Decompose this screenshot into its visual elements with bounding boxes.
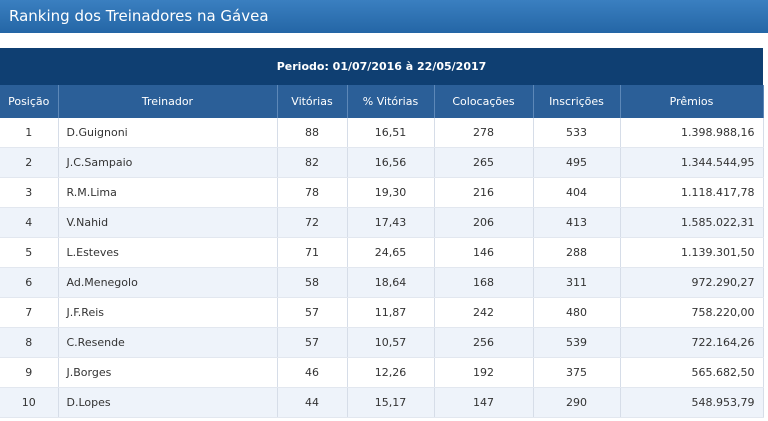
cell: 548.953,79 <box>620 387 764 418</box>
cell: 15,17 <box>347 387 435 418</box>
cell: 1.398.988,16 <box>620 118 764 148</box>
cell: 146 <box>434 237 534 268</box>
column-header: Prêmios <box>620 85 764 118</box>
cell: 78 <box>277 177 348 208</box>
cell: 413 <box>533 207 621 238</box>
title-bar: Ranking dos Treinadores na Gávea <box>0 0 768 33</box>
page-title: Ranking dos Treinadores na Gávea <box>9 7 269 25</box>
cell: 722.164,26 <box>620 327 764 358</box>
cell: 10,57 <box>347 327 435 358</box>
cell: 565.682,50 <box>620 357 764 388</box>
cell: 265 <box>434 147 534 178</box>
cell: 71 <box>277 237 348 268</box>
cell: 17,43 <box>347 207 435 238</box>
cell: 19,30 <box>347 177 435 208</box>
table-row: 7 J.F.Reis 57 11,87 242 480 758.220,00 <box>0 297 764 328</box>
column-header: Vitórias <box>277 85 348 118</box>
cell: J.Borges <box>58 357 278 388</box>
cell: 88 <box>277 118 348 148</box>
cell: 57 <box>277 297 348 328</box>
cell: 480 <box>533 297 621 328</box>
column-header: Treinador <box>58 85 278 118</box>
column-header: Inscrições <box>533 85 621 118</box>
cell: 375 <box>533 357 621 388</box>
cell: 1.118.417,78 <box>620 177 764 208</box>
cell: 7 <box>0 297 59 328</box>
header-row: Posição Treinador Vitórias% Vitórias Coloca… <box>0 85 764 118</box>
period-row: Periodo: 01/07/2016 à 22/05/2017 <box>0 48 764 85</box>
cell: 10 <box>0 387 59 418</box>
table-row: 8 C.Resende 57 10,57 256 539 722.164,26 <box>0 327 764 358</box>
column-header: Colocações <box>434 85 534 118</box>
cell: 278 <box>434 118 534 148</box>
table-row: 2 J.C.Sampaio 82 16,56 265 495 1.344.544,95 <box>0 147 764 178</box>
cell: 972.290,27 <box>620 267 764 298</box>
cell: 206 <box>434 207 534 238</box>
cell: Ad.Menegolo <box>58 267 278 298</box>
cell: 192 <box>434 357 534 388</box>
cell: 3 <box>0 177 59 208</box>
cell: 539 <box>533 327 621 358</box>
cell: L.Esteves <box>58 237 278 268</box>
cell: 404 <box>533 177 621 208</box>
column-header: % Vitórias <box>347 85 435 118</box>
cell: 216 <box>434 177 534 208</box>
cell: 58 <box>277 267 348 298</box>
cell: 57 <box>277 327 348 358</box>
cell: 2 <box>0 147 59 178</box>
table-row: 4 V.Nahid 72 17,43 206 413 1.585.022,31 <box>0 207 764 238</box>
cell: 9 <box>0 357 59 388</box>
cell: 18,64 <box>347 267 435 298</box>
cell: 1.139.301,50 <box>620 237 764 268</box>
cell: D.Guignoni <box>58 118 278 148</box>
cell: 72 <box>277 207 348 238</box>
cell: 1 <box>0 118 59 148</box>
table-row: 10 D.Lopes 44 15,17 147 290 548.953,79 <box>0 387 764 418</box>
cell: J.F.Reis <box>58 297 278 328</box>
period: Periodo: 01/07/2016 à 22/05/2017 <box>0 48 764 85</box>
column-header: Posição <box>0 85 59 118</box>
cell: V.Nahid <box>58 207 278 238</box>
cell: R.M.Lima <box>58 177 278 208</box>
ranking-table: Periodo: 01/07/2016 à 22/05/2017 Posição… <box>0 48 764 418</box>
cell: 5 <box>0 237 59 268</box>
table-row: 5 L.Esteves 71 24,65 146 288 1.139.301,50 <box>0 237 764 268</box>
cell: 12,26 <box>347 357 435 388</box>
table-row: 1 D.Guignoni 88 16,51 278 533 1.398.988,16 <box>0 118 764 148</box>
cell: 16,51 <box>347 118 435 148</box>
cell: 24,65 <box>347 237 435 268</box>
cell: 147 <box>434 387 534 418</box>
cell: 1.585.022,31 <box>620 207 764 238</box>
table-row: 3 R.M.Lima 78 19,30 216 404 1.118.417,78 <box>0 177 764 208</box>
cell: 4 <box>0 207 59 238</box>
cell: 44 <box>277 387 348 418</box>
cell: 256 <box>434 327 534 358</box>
cell: 758.220,00 <box>620 297 764 328</box>
cell: D.Lopes <box>58 387 278 418</box>
cell: 82 <box>277 147 348 178</box>
cell: 168 <box>434 267 534 298</box>
cell: 6 <box>0 267 59 298</box>
cell: 288 <box>533 237 621 268</box>
table-row: 6 Ad.Menegolo 58 18,64 168 311 972.290,27 <box>0 267 764 298</box>
cell: 495 <box>533 147 621 178</box>
cell: 1.344.544,95 <box>620 147 764 178</box>
table-row: 9 J.Borges 46 12,26 192 375 565.682,50 <box>0 357 764 388</box>
cell: 242 <box>434 297 534 328</box>
cell: 8 <box>0 327 59 358</box>
cell: 311 <box>533 267 621 298</box>
cell: 46 <box>277 357 348 388</box>
cell: 16,56 <box>347 147 435 178</box>
cell: J.C.Sampaio <box>58 147 278 178</box>
cell: C.Resende <box>58 327 278 358</box>
cell: 290 <box>533 387 621 418</box>
cell: 533 <box>533 118 621 148</box>
cell: 11,87 <box>347 297 435 328</box>
